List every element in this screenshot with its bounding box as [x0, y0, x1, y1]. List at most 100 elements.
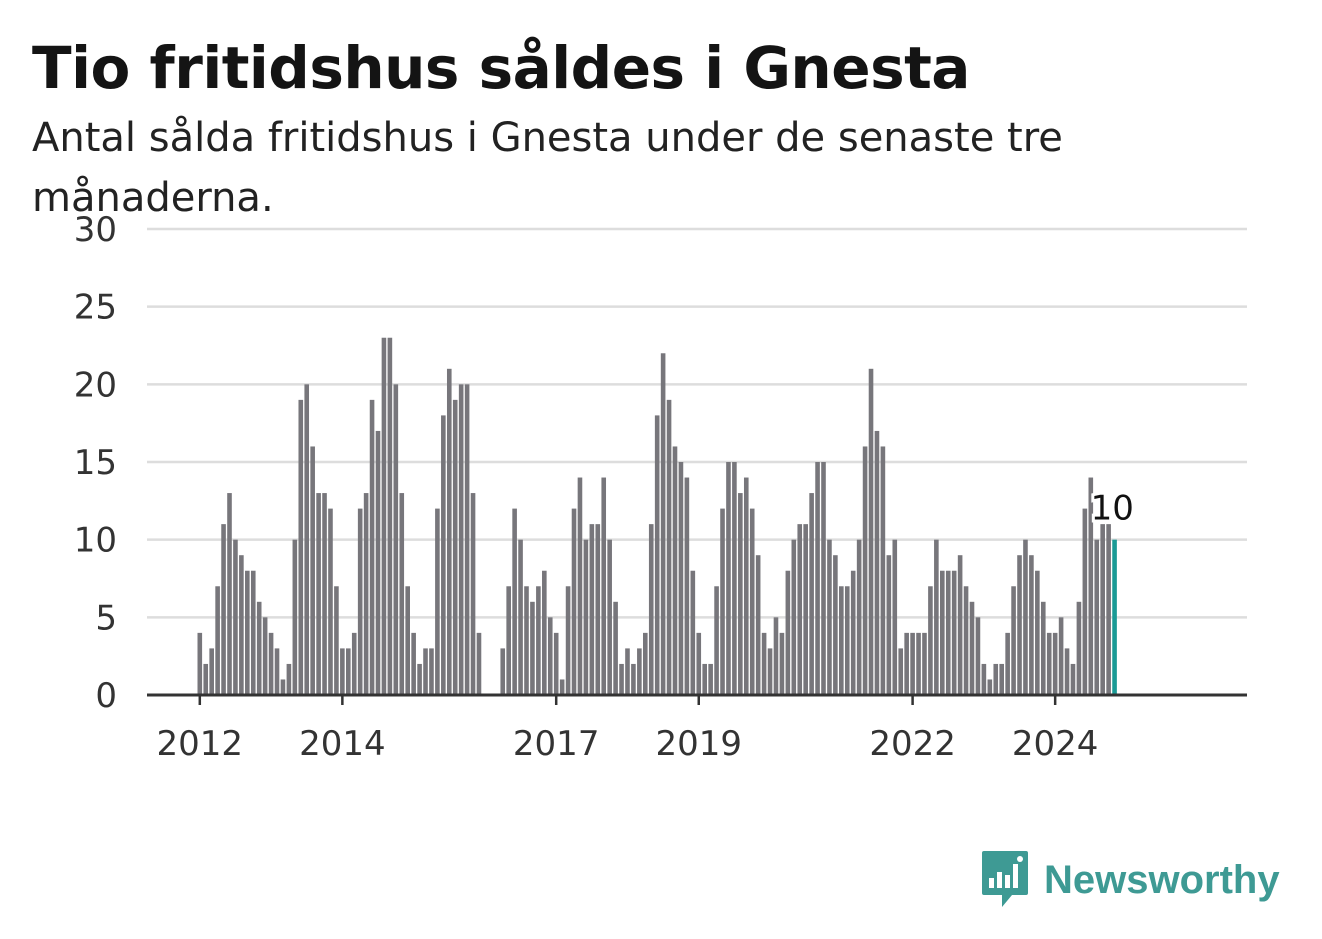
bar	[274, 648, 280, 695]
bar	[1106, 524, 1111, 695]
bar	[346, 648, 351, 695]
bar	[755, 555, 761, 695]
bar	[732, 462, 737, 695]
bar	[542, 570, 547, 695]
bar	[738, 493, 743, 695]
bar	[779, 632, 785, 695]
bar	[595, 524, 601, 695]
bar	[1052, 632, 1058, 695]
bar	[239, 555, 244, 695]
bar	[536, 586, 541, 695]
bar	[833, 555, 838, 695]
bar	[357, 508, 363, 695]
bar	[328, 508, 333, 695]
bar	[1005, 632, 1010, 695]
bar	[1082, 508, 1088, 695]
bar	[292, 539, 298, 695]
bar	[981, 663, 987, 695]
bar	[904, 632, 909, 695]
bar	[446, 368, 452, 695]
bar	[874, 430, 880, 695]
bar	[1017, 555, 1022, 695]
bar	[880, 446, 886, 695]
bar	[547, 617, 553, 695]
bar	[839, 586, 844, 695]
bar	[233, 539, 238, 695]
bar	[405, 586, 410, 695]
newsworthy-logo-icon	[982, 851, 1028, 907]
bar	[1094, 539, 1100, 695]
bar	[262, 617, 268, 695]
bar	[387, 337, 393, 695]
x-tick-label: 2022	[869, 724, 956, 764]
bar	[637, 648, 642, 695]
bar	[625, 648, 630, 695]
bar	[203, 663, 209, 695]
bar	[720, 508, 725, 695]
bar	[1070, 663, 1076, 695]
bar	[678, 462, 684, 695]
bar	[892, 539, 898, 695]
bar	[827, 539, 832, 695]
bar	[221, 524, 226, 695]
y-tick-label: 25	[74, 288, 117, 328]
bar	[209, 648, 214, 695]
bar	[399, 493, 405, 695]
bar	[922, 632, 927, 695]
bar	[441, 415, 446, 695]
bar	[310, 446, 315, 695]
bar	[245, 570, 250, 695]
bar	[619, 663, 624, 695]
bar	[643, 632, 648, 695]
x-axis-ticks: 2012 2014 2017 2019 2022 2024	[157, 695, 1098, 764]
bar	[660, 353, 666, 695]
bar	[1046, 632, 1052, 695]
bar	[304, 384, 310, 695]
bar	[411, 632, 416, 695]
bar	[316, 493, 321, 695]
bar	[761, 632, 767, 695]
bar	[928, 586, 933, 695]
bar	[381, 337, 387, 695]
bar	[815, 462, 820, 695]
bar	[518, 539, 523, 695]
bar	[470, 493, 476, 695]
bar	[969, 601, 975, 695]
bar	[708, 663, 713, 695]
bar	[613, 601, 618, 695]
bar	[702, 663, 707, 695]
bar	[250, 570, 256, 695]
bar	[1029, 555, 1034, 695]
bar	[334, 586, 339, 695]
bar	[957, 555, 963, 695]
bar	[583, 539, 589, 695]
bar-highlight	[1112, 539, 1117, 695]
bar	[476, 632, 482, 695]
bar	[215, 586, 220, 695]
bar	[506, 586, 511, 695]
chart-subtitle: Antal sålda fritidshus i Gnesta under de…	[32, 115, 1063, 221]
value-labels: 10	[1088, 486, 1137, 532]
bar	[1064, 648, 1070, 695]
bar	[648, 524, 654, 695]
bar	[512, 508, 517, 695]
y-tick-label: 20	[74, 365, 117, 405]
bar	[601, 477, 607, 695]
bar	[940, 570, 945, 695]
bar	[577, 477, 583, 695]
brand-logo: Newsworthy	[980, 848, 1280, 912]
bar	[844, 586, 850, 695]
bar	[999, 663, 1004, 695]
bar	[559, 679, 565, 695]
bar	[256, 601, 262, 695]
x-tick-label: 2017	[513, 724, 600, 764]
bar	[375, 430, 381, 695]
bar	[910, 632, 915, 695]
bar	[951, 570, 957, 695]
highlight-value-label: 10	[1091, 489, 1134, 529]
bar	[672, 446, 678, 695]
bar	[571, 508, 577, 695]
bar	[654, 415, 660, 695]
x-tick-label: 2012	[157, 724, 244, 764]
bar	[684, 477, 690, 695]
